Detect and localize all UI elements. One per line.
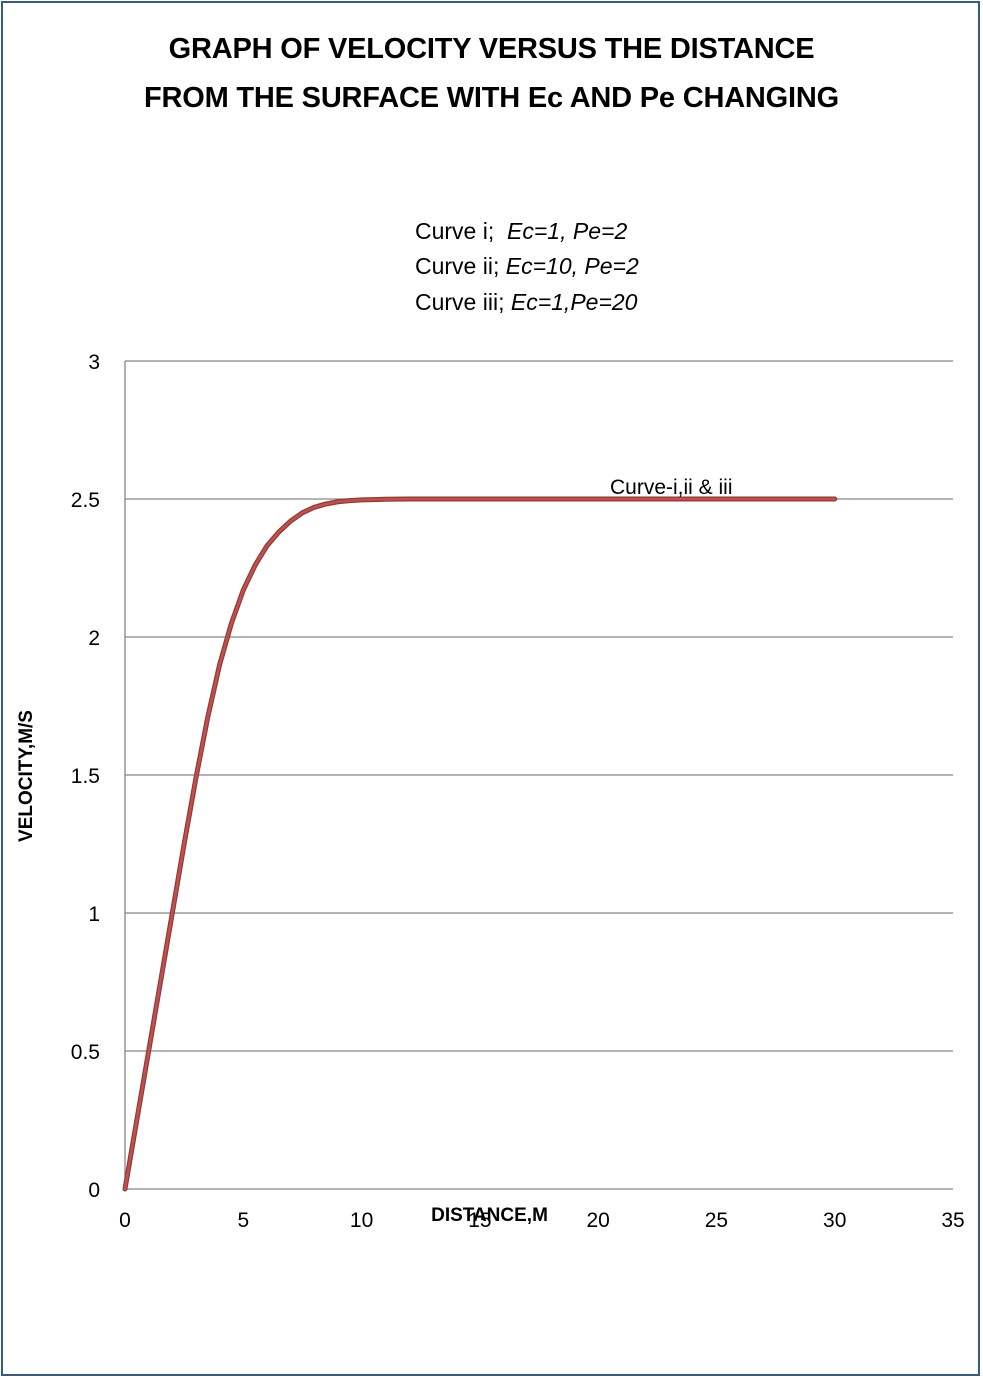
x-tick-label-0: 0 xyxy=(119,1209,131,1232)
curve-note-iii-params: Ec=1,Pe=20 xyxy=(510,289,638,315)
series-line-outline-0 xyxy=(122,496,838,1192)
curve-note-iii: Curve iii; Ec=1,Pe=20 xyxy=(415,289,637,316)
curve-annotation-label: Curve-i,ii & iii xyxy=(610,476,733,499)
x-tick-label-2: 10 xyxy=(350,1209,373,1232)
y-tick-label-0: 0 xyxy=(88,1179,100,1202)
y-tick-label-3: 1.5 xyxy=(71,765,100,788)
y-tick-label-4: 2 xyxy=(88,627,100,650)
chart-title-line-2: FROM THE SURFACE WITH Ec AND Pe CHANGING xyxy=(143,82,839,114)
y-axis-label: VELOCITY,M/S xyxy=(16,710,37,842)
x-tick-label-4: 20 xyxy=(586,1209,609,1232)
x-tick-label-1: 5 xyxy=(237,1209,249,1232)
y-tick-label-1: 0.5 xyxy=(71,1041,100,1064)
y-tick-label-2: 1 xyxy=(88,903,100,926)
x-tick-label-5: 25 xyxy=(705,1209,728,1232)
curve-note-ii-params: Ec=10, Pe=2 xyxy=(505,253,639,279)
x-tick-label-3: 15 xyxy=(468,1209,491,1232)
x-tick-label-7: 35 xyxy=(941,1209,964,1232)
curve-note-ii: Curve ii; Ec=10, Pe=2 xyxy=(415,253,639,280)
y-tick-label-5: 2.5 xyxy=(71,489,100,512)
curve-note-i-name: Curve i; xyxy=(415,218,495,244)
series-line-0 xyxy=(123,497,837,1191)
x-axis-label-text: DISTANCE,M xyxy=(431,1205,548,1226)
chart-title-line-1: GRAPH OF VELOCITY VERSUS THE DISTANCE xyxy=(168,33,815,65)
curve-note-ii-name: Curve ii; xyxy=(415,253,500,279)
curve-note-i-params: Ec=1, Pe=2 xyxy=(507,218,628,244)
x-axis-label: DISTANCE,M xyxy=(0,1205,983,1227)
curve-note-i: Curve i; Ec=1, Pe=2 xyxy=(415,218,627,245)
curve-note-iii-name: Curve iii; xyxy=(415,289,505,315)
x-tick-label-6: 30 xyxy=(823,1209,846,1232)
y-tick-label-6: 3 xyxy=(88,351,100,374)
